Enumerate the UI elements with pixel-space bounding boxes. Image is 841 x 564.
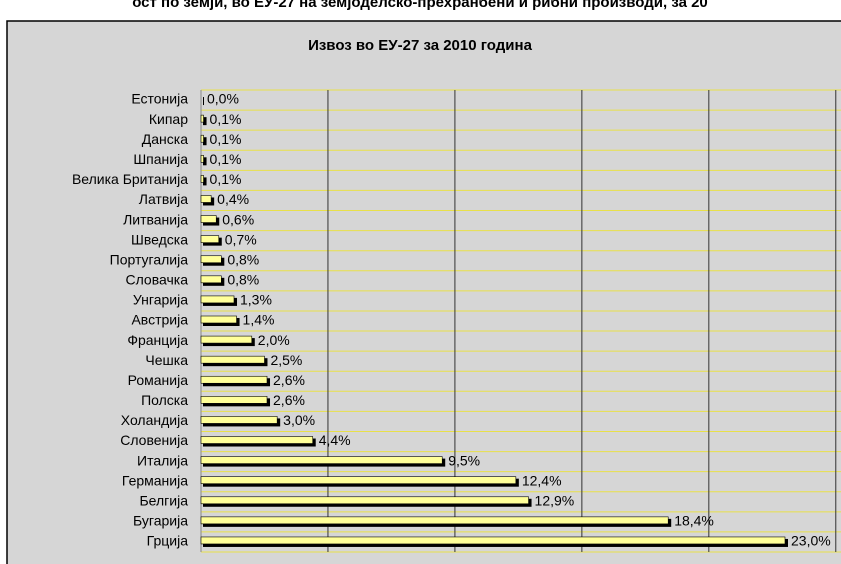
bar <box>200 436 314 444</box>
y-tick-label: Кипар <box>149 111 188 127</box>
bar <box>200 255 222 264</box>
y-tick-label: Словенија <box>120 432 188 448</box>
y-tick-label: Шведска <box>131 231 188 247</box>
value-label: 0,4% <box>217 191 249 207</box>
bar <box>200 496 529 505</box>
value-label: 0,1% <box>210 131 242 147</box>
y-tick-label: Холандија <box>121 412 188 428</box>
bar <box>200 375 268 384</box>
y-tick-label: Естонија <box>131 91 188 107</box>
bar-shadow <box>203 157 207 166</box>
bar <box>200 456 443 464</box>
value-label: 2,6% <box>273 372 305 388</box>
y-tick-label: Словачка <box>126 272 189 288</box>
value-label: 3,0% <box>283 412 315 428</box>
chart-frame <box>6 20 841 564</box>
bar <box>200 175 204 183</box>
y-tick-label: Чешка <box>145 352 188 368</box>
bar <box>200 235 220 243</box>
y-tick-label: Австрија <box>131 312 188 328</box>
page-heading: ост по земји, во ЕУ-27 на земјоделско-пр… <box>132 0 708 11</box>
value-label: 0,1% <box>210 111 242 127</box>
bar <box>200 396 268 404</box>
bar <box>200 335 253 344</box>
value-label: 2,0% <box>258 332 290 348</box>
value-label: 9,5% <box>448 452 480 468</box>
y-tick-label: Литванија <box>123 211 188 227</box>
value-label: 0,6% <box>222 211 254 227</box>
value-label: 12,4% <box>522 472 562 488</box>
y-tick-label: Белгија <box>139 492 188 508</box>
bar <box>200 114 204 123</box>
y-tick-label: Бугарија <box>133 513 188 529</box>
value-label: 1,3% <box>240 292 272 308</box>
y-tick-label: Грција <box>147 533 189 549</box>
y-tick-label: Германија <box>122 472 188 488</box>
value-label: 0,1% <box>210 171 242 187</box>
value-label: 18,4% <box>674 513 714 529</box>
value-label: 2,6% <box>273 392 305 408</box>
bar <box>200 536 786 545</box>
y-tick-label: Португалија <box>110 251 189 267</box>
bar <box>200 315 237 324</box>
y-tick-label: Шпанија <box>133 151 188 167</box>
y-tick-label: Велика Британија <box>72 171 188 187</box>
bar <box>200 275 222 284</box>
bar <box>200 355 265 364</box>
value-label: 1,4% <box>243 312 275 328</box>
bar <box>200 516 669 525</box>
bar <box>200 155 204 163</box>
y-tick-label: Полска <box>141 392 188 408</box>
y-tick-label: Франција <box>127 332 188 348</box>
y-tick-label: Данска <box>142 131 188 147</box>
value-label: 0,8% <box>227 251 259 267</box>
value-label: 2,5% <box>270 352 302 368</box>
bar-shadow <box>203 97 204 106</box>
bar <box>200 295 235 304</box>
value-label: 4,4% <box>319 432 351 448</box>
y-tick-label: Унгарија <box>133 292 188 308</box>
value-label: 23,0% <box>791 533 831 549</box>
y-tick-label: Италија <box>137 452 188 468</box>
chart-title: Извоз во ЕУ-27 за 2010 година <box>308 37 533 54</box>
bar-shadow <box>203 177 207 186</box>
value-label: 0,8% <box>227 272 259 288</box>
y-tick-label: Латвија <box>139 191 188 207</box>
bar <box>200 215 217 223</box>
bar <box>200 416 278 424</box>
bar <box>200 195 212 203</box>
bar-shadow <box>203 137 207 146</box>
bar-shadow <box>203 117 207 126</box>
bar <box>200 476 517 484</box>
bar <box>200 134 204 143</box>
value-label: 12,9% <box>535 492 575 508</box>
value-label: 0,7% <box>225 231 257 247</box>
y-tick-label: Романија <box>128 372 189 388</box>
value-label: 0,1% <box>210 151 242 167</box>
value-label: 0,0% <box>207 91 239 107</box>
